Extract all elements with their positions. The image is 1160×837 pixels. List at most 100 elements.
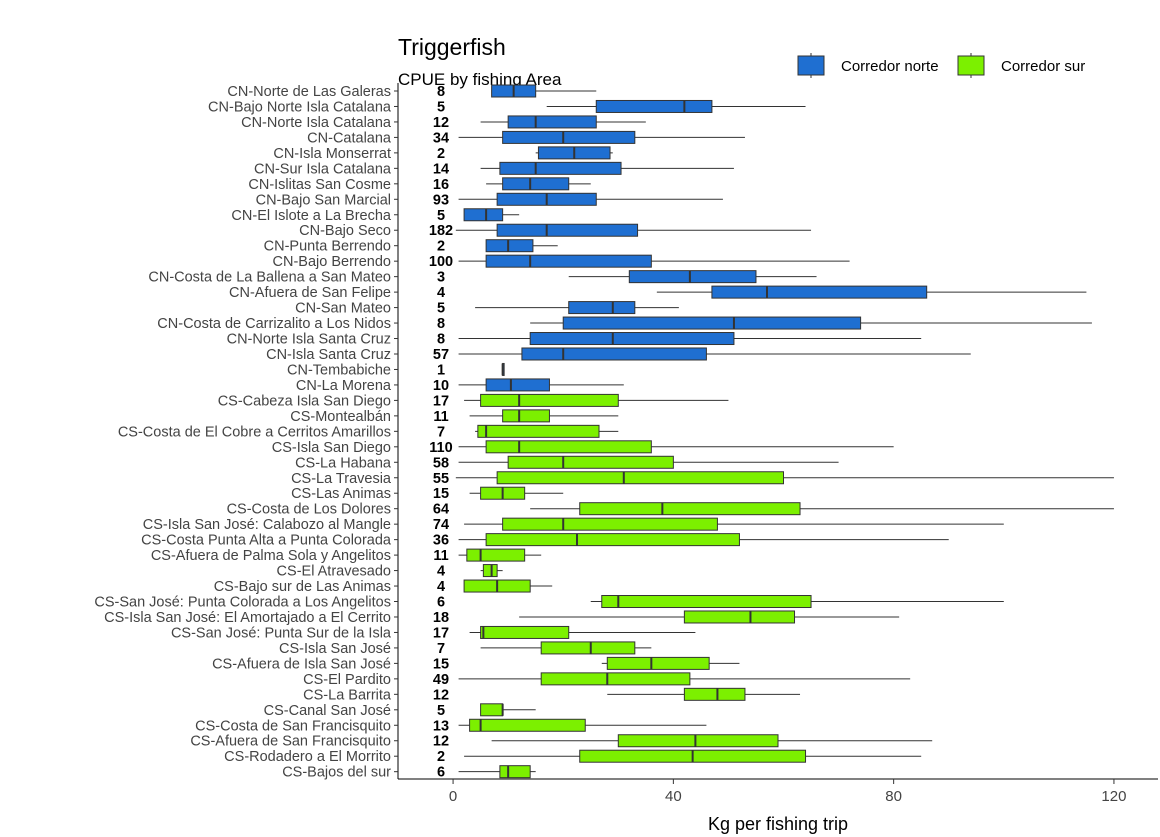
y-tick-label-cn-bajo-san-marcial: CN-Bajo San Marcial (256, 192, 391, 208)
y-tick-label-cs-las-animas: CS-Las Animas (291, 486, 391, 502)
box-cs-costa-punta-alta-a-punta-colorada (485, 533, 740, 547)
n-label-cn-costa-de-la-ballena-a-san-mateo: 3 (437, 270, 445, 286)
n-label-cs-afuera-de-palma-sola-y-angelitos: 11 (433, 548, 448, 564)
y-tick-label-cn-sur-isla-catalana: CN-Sur Isla Catalana (254, 161, 392, 177)
n-label-cn-norte-de-las-galeras: 8 (437, 84, 445, 100)
y-tick-label-cn-norte-de-las-galeras: CN-Norte de Las Galeras (227, 84, 391, 100)
box-cs-bajos-del-sur (499, 765, 531, 779)
box-cn-san-mateo (568, 301, 636, 315)
y-tick-label-cs-rodadero-a-el-morrito: CS-Rodadero a El Morrito (224, 749, 391, 765)
n-label-cs-isla-san-jose: 7 (437, 641, 445, 657)
box-cs-afuera-de-isla-san-jose (606, 656, 710, 670)
box-cn-norte-isla-catalana (507, 115, 597, 129)
legend: Corredor norte Corredor sur (797, 53, 1085, 78)
n-label-cs-costa-de-los-dolores: 64 (433, 502, 449, 518)
x-tick-label: 120 (1101, 788, 1126, 805)
x-tick-label: 40 (665, 788, 682, 805)
legend-item-corredor-norte: Corredor norte (797, 53, 939, 78)
n-label-cs-bajos-del-sur: 6 (437, 765, 445, 781)
n-label-cs-isla-san-jose-el-amortajado-a-el-cerrito: 18 (433, 610, 449, 626)
y-tick-label-cn-bajo-norte-isla-catalana: CN-Bajo Norte Isla Catalana (208, 99, 392, 115)
box-cn-el-islote-a-la-brecha (463, 208, 504, 222)
box-cs-canal-san-jose (480, 703, 504, 717)
y-tick-label-cs-la-travesia: CS-La Travesia (291, 471, 392, 487)
box-cs-el-atravesado (482, 564, 498, 578)
box-cs-isla-san-diego (485, 440, 652, 454)
y-tick-label-cn-costa-de-carrizalito-a-los-nidos: CN-Costa de Carrizalito a Los Nidos (157, 316, 391, 332)
box-cs-isla-san-jose-el-amortajado-a-el-cerrito (683, 610, 796, 624)
n-label-cs-rodadero-a-el-morrito: 2 (437, 749, 445, 765)
chart-title: Triggerfish (398, 34, 506, 60)
y-tick-label-cs-la-barrita: CS-La Barrita (303, 687, 392, 703)
box-cn-bajo-norte-isla-catalana (595, 99, 713, 113)
y-tick-label-cn-la-morena: CN-La Morena (296, 378, 392, 394)
n-label-cs-bajo-sur-de-las-animas: 4 (437, 579, 445, 595)
y-tick-label-cn-bajo-berrendo: CN-Bajo Berrendo (273, 254, 391, 270)
y-tick-label-cn-el-islote-a-la-brecha: CN-El Islote a La Brecha (231, 208, 392, 224)
y-tick-label-cn-norte-isla-catalana: CN-Norte Isla Catalana (241, 115, 392, 131)
n-label-cs-la-travesia: 55 (433, 471, 449, 487)
y-tick-label-cs-bajos-del-sur: CS-Bajos del sur (282, 765, 391, 781)
n-label-cn-bajo-seco: 182 (429, 223, 453, 239)
y-tick-label-cn-isla-monserrat: CN-Isla Monserrat (273, 146, 391, 162)
y-tick-label-cn-isla-santa-cruz: CN-Isla Santa Cruz (266, 347, 391, 363)
y-tick-label-cs-isla-san-jose-el-amortajado-a-el-cerrito: CS-Isla San José: El Amortajado a El Cer… (104, 610, 391, 626)
n-label-cs-san-jose-punta-sur-de-la-isla: 17 (433, 625, 449, 641)
n-label-cn-san-mateo: 5 (437, 301, 445, 317)
box-cn-islitas-san-cosme (502, 177, 570, 191)
box-cs-el-pardito (540, 672, 691, 686)
n-label-cn-isla-monserrat: 2 (437, 146, 445, 162)
box-cs-isla-san-jose-calabozo-al-mangle (502, 517, 718, 531)
n-label-cs-las-animas: 15 (433, 486, 449, 502)
y-tick-label-cs-isla-san-jose-calabozo-al-mangle: CS-Isla San José: Calabozo al Mangle (143, 517, 391, 533)
y-tick-label-cs-afuera-de-palma-sola-y-angelitos: CS-Afuera de Palma Sola y Angelitos (151, 548, 391, 564)
box-cn-bajo-berrendo (485, 254, 652, 268)
y-tick-label-cs-el-pardito: CS-El Pardito (303, 672, 391, 688)
n-label-cs-costa-punta-alta-a-punta-colorada: 36 (433, 533, 449, 549)
x-tick-label: 80 (885, 788, 902, 805)
y-tick-label-cn-norte-isla-santa-cruz: CN-Norte Isla Santa Cruz (227, 332, 391, 348)
n-label-cn-isla-santa-cruz: 57 (433, 347, 449, 363)
y-tick-label-cs-montealban: CS-Montealbán (290, 409, 391, 425)
y-tick-label-cs-cabeza-isla-san-diego: CS-Cabeza Isla San Diego (218, 393, 391, 409)
y-tick-label-cs-el-atravesado: CS-El Atravesado (277, 564, 391, 580)
legend-key-corredor-sur (957, 55, 985, 76)
y-tick-label-cs-canal-san-jose: CS-Canal San José (264, 703, 391, 719)
n-label-cn-bajo-san-marcial: 93 (433, 192, 449, 208)
chart-subtitle: CPUE by fishing Area (398, 70, 562, 89)
box-cs-costa-de-san-francisquito (469, 718, 586, 732)
n-label-cs-san-jose-punta-colorada-a-los-angelitos: 6 (437, 595, 445, 611)
n-label-cn-norte-isla-santa-cruz: 8 (437, 332, 445, 348)
n-label-cs-la-habana: 58 (433, 455, 449, 471)
n-label-cs-montealban: 11 (433, 409, 448, 425)
y-tick-label-cn-afuera-de-san-felipe: CN-Afuera de San Felipe (229, 285, 391, 301)
box-cs-san-jose-punta-sur-de-la-isla (480, 625, 570, 639)
y-tick-label-cs-san-jose-punta-sur-de-la-isla: CS-San José: Punta Sur de la Isla (171, 625, 392, 641)
box-cs-la-travesia (496, 471, 785, 485)
n-label-cn-la-morena: 10 (433, 378, 449, 394)
n-label-cs-el-pardito: 49 (433, 672, 449, 688)
y-tick-label-cs-costa-punta-alta-a-punta-colorada: CS-Costa Punta Alta a Punta Colorada (141, 533, 392, 549)
x-axis-title: Kg per fishing trip (708, 814, 848, 834)
box-cs-montealban (502, 409, 550, 423)
y-tick-label-cs-costa-de-el-cobre-a-cerritos-amarillos: CS-Costa de El Cobre a Cerritos Amarillo… (118, 424, 391, 440)
n-label-cs-la-barrita: 12 (433, 687, 449, 703)
box-cs-costa-de-el-cobre-a-cerritos-amarillos (477, 424, 600, 438)
n-label-cn-catalana: 34 (433, 130, 449, 146)
legend-key-corredor-norte (797, 55, 825, 76)
box-cs-afuera-de-san-francisquito (617, 734, 779, 748)
box-cn-sur-isla-catalana (499, 161, 622, 175)
y-tick-label-cs-costa-de-san-francisquito: CS-Costa de San Francisquito (195, 718, 391, 734)
n-label-cs-afuera-de-isla-san-jose: 15 (433, 656, 449, 672)
box-cs-afuera-de-palma-sola-y-angelitos (466, 548, 526, 562)
n-label-cn-islitas-san-cosme: 16 (433, 177, 449, 193)
box-cs-san-jose-punta-colorada-a-los-angelitos (601, 595, 812, 609)
y-tick-label-cn-punta-berrendo: CN-Punta Berrendo (264, 239, 391, 255)
y-tick-label-cn-tembabiche: CN-Tembabiche (287, 362, 391, 378)
y-tick-label-cn-islitas-san-cosme: CN-Islitas San Cosme (248, 177, 391, 193)
n-label-cs-afuera-de-san-francisquito: 12 (433, 734, 449, 750)
y-tick-label-cs-isla-san-jose: CS-Isla San José (279, 641, 391, 657)
n-label-cn-tembabiche: 1 (437, 362, 445, 378)
n-label-cn-el-islote-a-la-brecha: 5 (437, 208, 445, 224)
